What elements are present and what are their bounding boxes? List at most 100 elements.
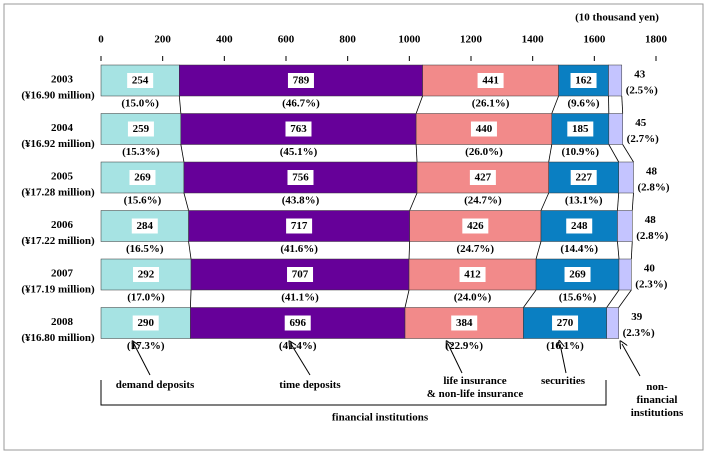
category-sublabel: (¥17.19 million)	[21, 284, 95, 296]
bar-segment	[618, 161, 634, 194]
connector	[551, 95, 559, 114]
share-label: (22.9%)	[445, 340, 483, 352]
x-tick-label: 400	[216, 34, 233, 46]
value-box	[286, 218, 313, 234]
bar-segment	[180, 113, 417, 145]
value-label: 284	[137, 220, 154, 232]
value-label: 227	[575, 172, 592, 184]
share-label: (2.3%)	[623, 327, 655, 339]
share-label: (15.6%)	[559, 292, 597, 304]
connector	[621, 95, 624, 114]
x-tick-label: 800	[339, 34, 356, 46]
share-label: (17.0%)	[127, 292, 165, 304]
value-box	[287, 73, 314, 88]
value-box	[131, 218, 158, 234]
value-label: 259	[133, 123, 150, 135]
x-tick-label: 600	[278, 34, 295, 46]
value-label: 384	[456, 317, 473, 329]
share-label: (41.4%)	[279, 340, 317, 352]
x-tick-label: 1200	[460, 34, 483, 46]
share-label: (17.3%)	[127, 340, 165, 352]
legend-label: non-financial institutions	[630, 381, 684, 419]
value-box	[567, 121, 594, 137]
category-label: 2004	[51, 122, 74, 134]
group-label: financial institutions	[332, 412, 429, 424]
value-label: 696	[289, 317, 306, 329]
share-label: (2.3%)	[635, 279, 667, 291]
share-label: (24.7%)	[457, 243, 495, 255]
value-label: 43	[634, 69, 646, 81]
value-box	[462, 218, 489, 234]
value-label: 707	[292, 269, 309, 281]
bar-segment	[618, 258, 632, 291]
category-sublabel: (¥17.28 million)	[21, 187, 95, 199]
share-label: (16.1%)	[546, 340, 584, 352]
value-label: 185	[572, 123, 589, 135]
arrows	[100, 344, 641, 406]
connector	[606, 289, 620, 308]
value-box	[127, 121, 154, 137]
frame	[3, 3, 704, 451]
category-sublabel: (¥16.90 million)	[21, 90, 95, 102]
value-label: 48	[645, 214, 657, 226]
share-label: (2.8%)	[637, 182, 669, 194]
value-box	[129, 170, 156, 185]
value-label: 45	[635, 117, 647, 129]
connector	[409, 192, 418, 211]
connector	[608, 144, 620, 163]
bar-segment	[608, 113, 623, 145]
share-label: (2.7%)	[627, 133, 659, 145]
value-box	[570, 73, 597, 88]
value-label: 412	[464, 269, 481, 281]
x-tick-label: 1600	[583, 34, 606, 46]
share-label: (24.0%)	[454, 292, 492, 304]
bar-segment	[190, 258, 410, 291]
legend-label: demand deposits	[115, 379, 195, 391]
share-label: (2.5%)	[626, 85, 658, 97]
value-label: 162	[575, 75, 592, 87]
value-box	[566, 218, 593, 234]
share-label: (41.1%)	[281, 292, 319, 304]
connector	[535, 241, 542, 260]
share-label: (10.9%)	[562, 146, 600, 158]
value-box	[284, 315, 311, 331]
connector	[415, 95, 423, 114]
category-sublabel: (¥17.22 million)	[21, 235, 95, 247]
value-box	[564, 267, 591, 282]
share-label: (26.0%)	[465, 146, 503, 158]
value-box	[469, 170, 496, 185]
value-box	[451, 315, 478, 331]
category-label: 2008	[51, 316, 74, 328]
share-label: (2.8%)	[636, 230, 668, 242]
legend-label: securities	[541, 375, 585, 387]
category-label: 2007	[51, 268, 74, 280]
value-label: 292	[138, 269, 155, 281]
value-label: 254	[132, 75, 149, 87]
value-label: 270	[557, 317, 574, 329]
share-label: (16.5%)	[126, 243, 164, 255]
bar-segment	[608, 64, 623, 97]
connector	[618, 289, 632, 308]
legend-label: time deposits	[279, 379, 341, 391]
unit-label: (10 thousand yen)	[575, 12, 659, 24]
bar-segment	[606, 307, 619, 339]
x-tick-label: 200	[154, 34, 171, 46]
value-label: 717	[291, 220, 308, 232]
legend-label: life insurance & non-life insurance	[426, 375, 524, 400]
x-tick-label: 1000	[398, 34, 421, 46]
share-label: (14.4%)	[560, 243, 598, 255]
value-label: 39	[631, 311, 643, 323]
value-box	[459, 267, 486, 282]
x-tick-label: 1800	[645, 34, 668, 46]
connector	[617, 192, 620, 211]
x-tick-label: 1400	[522, 34, 545, 46]
share-label: (45.1%)	[280, 146, 318, 158]
x-tick-label: 0	[98, 34, 104, 46]
value-label: 756	[292, 172, 309, 184]
category-label: 2003	[51, 74, 74, 86]
share-label: (26.1%)	[472, 98, 510, 110]
share-label: (43.8%)	[282, 195, 320, 207]
connector	[183, 192, 189, 211]
value-box	[285, 121, 312, 137]
value-label: 426	[467, 220, 484, 232]
